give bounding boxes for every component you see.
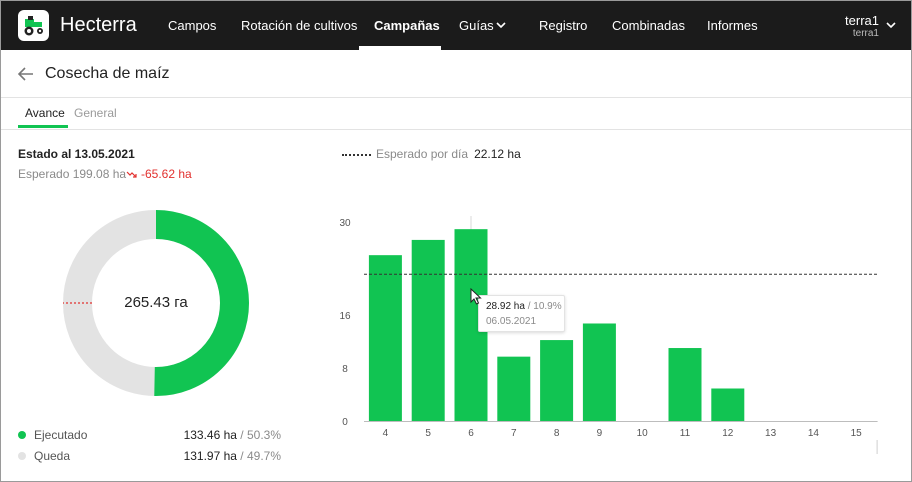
tooltip-value: 28.92 ha / 10.9% xyxy=(486,301,564,312)
expected-line-swatch xyxy=(342,153,371,156)
x-tick-label: 4 xyxy=(383,428,389,439)
legend-dot-executed xyxy=(18,431,26,439)
bar-day-4[interactable] xyxy=(368,255,402,421)
donut-executed-arc xyxy=(63,210,249,396)
x-tick-label: 9 xyxy=(597,428,603,439)
x-tick-label: 11 xyxy=(680,428,691,439)
daily-harvest-chart: 0 8 16 30 4 5 6 7 8 9 10 11 12 13 14 15 xyxy=(339,216,878,454)
donut-total: 265.43 га xyxy=(124,294,188,311)
tooltip-pct: / 10.9% xyxy=(524,301,562,312)
bar-day-8[interactable] xyxy=(540,340,574,421)
x-tick-label: 10 xyxy=(637,428,649,439)
tab-active-indicator xyxy=(18,125,68,128)
x-tick-label: 13 xyxy=(765,428,777,439)
nav-registro[interactable]: Registro xyxy=(539,18,588,33)
x-tick-label: 6 xyxy=(468,428,474,439)
legend-label-executed: Ejecutado xyxy=(34,428,88,442)
x-tick-label: 5 xyxy=(425,428,431,439)
nav-combinadas[interactable]: Combinadas xyxy=(612,18,685,33)
chevron-down-icon[interactable] xyxy=(496,22,506,29)
chevron-down-icon[interactable] xyxy=(886,22,896,29)
legend-value-executed: 133.46 ha / 50.3% xyxy=(128,428,281,442)
legend-pct-remaining: / 49.7% xyxy=(236,449,281,463)
expected-per-day-value: 22.12 ha xyxy=(474,147,521,161)
legend-label-remaining: Queda xyxy=(34,449,71,463)
y-tick-label: 30 xyxy=(339,218,351,229)
expected-per-day: Esperado por día 22.12 ha xyxy=(342,147,521,161)
user-account: terra1 xyxy=(852,28,879,39)
bar-day-7[interactable] xyxy=(497,356,531,421)
x-tick-label: 14 xyxy=(808,428,820,439)
nav-informes[interactable]: Informes xyxy=(707,18,758,33)
bar-day-9[interactable] xyxy=(582,323,616,421)
mouse-cursor-icon xyxy=(470,288,482,305)
user-name[interactable]: terra1 xyxy=(845,13,879,28)
bar-day-12[interactable] xyxy=(711,388,745,421)
y-tick-label: 0 xyxy=(342,417,348,428)
legend-pct-executed: / 50.3% xyxy=(236,428,281,442)
back-arrow-icon[interactable] xyxy=(17,65,35,83)
tab-general[interactable]: General xyxy=(74,106,117,120)
y-tick-label: 8 xyxy=(342,364,348,375)
bar-day-11[interactable] xyxy=(668,348,702,421)
trend-down-icon xyxy=(126,171,137,178)
y-tick-label: 16 xyxy=(339,311,351,322)
tooltip-ha: 28.92 ha xyxy=(486,301,525,312)
bar-tooltip: 28.92 ha / 10.9% 06.05.2021 xyxy=(478,295,565,332)
expected-total: Esperado 199.08 ha xyxy=(18,167,127,181)
nav-campanas[interactable]: Campañas xyxy=(374,18,440,33)
deficit-value: -65.62 ha xyxy=(126,167,192,181)
bar-day-5[interactable] xyxy=(411,239,445,421)
x-tick-label: 12 xyxy=(722,428,734,439)
nav-campos[interactable]: Campos xyxy=(168,18,217,33)
nav-guias[interactable]: Guías xyxy=(459,18,494,33)
tooltip-date: 06.05.2021 xyxy=(486,316,537,327)
nav-rotacion-cultivos[interactable]: Rotación de cultivos xyxy=(241,18,358,33)
x-tick-label: 15 xyxy=(851,428,863,439)
legend-value-remaining: 131.97 ha / 49.7% xyxy=(128,449,281,463)
page-title: Cosecha de maíz xyxy=(45,65,170,82)
legend-dot-remaining xyxy=(18,452,26,460)
tab-avance[interactable]: Avance xyxy=(25,106,65,120)
x-tick-label: 8 xyxy=(554,428,560,439)
tab-bar: Avance General xyxy=(1,98,911,130)
top-navbar: Hecterra Campos Rotación de cultivos Cam… xyxy=(1,1,911,50)
progress-donut xyxy=(63,210,249,396)
legend-executed: Ejecutado 133.46 ha / 50.3% xyxy=(18,428,288,444)
tractor-icon[interactable] xyxy=(18,10,49,41)
deficit-text: -65.62 ha xyxy=(141,167,192,181)
expected-per-day-label: Esperado por día xyxy=(376,147,469,161)
x-tick-label: 7 xyxy=(511,428,517,439)
status-date: Estado al 13.05.2021 xyxy=(18,147,135,161)
page-header: Cosecha de maíz xyxy=(1,50,911,98)
legend-ha-executed: 133.46 ha xyxy=(183,428,237,442)
legend-remaining: Queda 131.97 ha / 49.7% xyxy=(18,449,288,465)
legend-ha-remaining: 131.97 ha xyxy=(183,449,237,463)
nav-active-indicator xyxy=(359,46,441,50)
brand-name: Hecterra xyxy=(60,14,137,36)
